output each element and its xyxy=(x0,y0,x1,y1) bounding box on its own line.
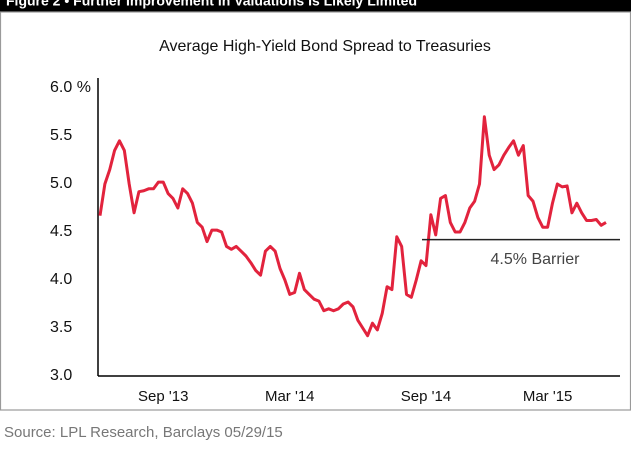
data-line xyxy=(98,115,607,338)
barrier-label: 4.5% Barrier xyxy=(491,251,581,268)
y-tick-label: 5.0 xyxy=(50,175,72,192)
y-tick-label: 5.5 xyxy=(50,127,72,144)
x-tick-label: Sep '13 xyxy=(138,388,188,405)
y-tick-label: 4.5 xyxy=(50,223,72,240)
source-note: Source: LPL Research, Barclays 05/29/15 xyxy=(4,424,283,441)
y-tick-label: 3.0 xyxy=(50,367,72,384)
y-tick-label: 6.0 % xyxy=(50,79,91,96)
x-tick-label: Mar '14 xyxy=(265,388,315,405)
figure-title: Figure 2 • Further Improvement in Valuat… xyxy=(6,0,417,9)
y-tick-label: 3.5 xyxy=(50,319,72,336)
y-tick-label: 4.0 xyxy=(50,271,72,288)
chart-title: Average High-Yield Bond Spread to Treasu… xyxy=(159,38,491,55)
x-tick-label: Mar '15 xyxy=(523,388,573,405)
x-tick-label: Sep '14 xyxy=(401,388,451,405)
header-bar xyxy=(0,0,631,12)
